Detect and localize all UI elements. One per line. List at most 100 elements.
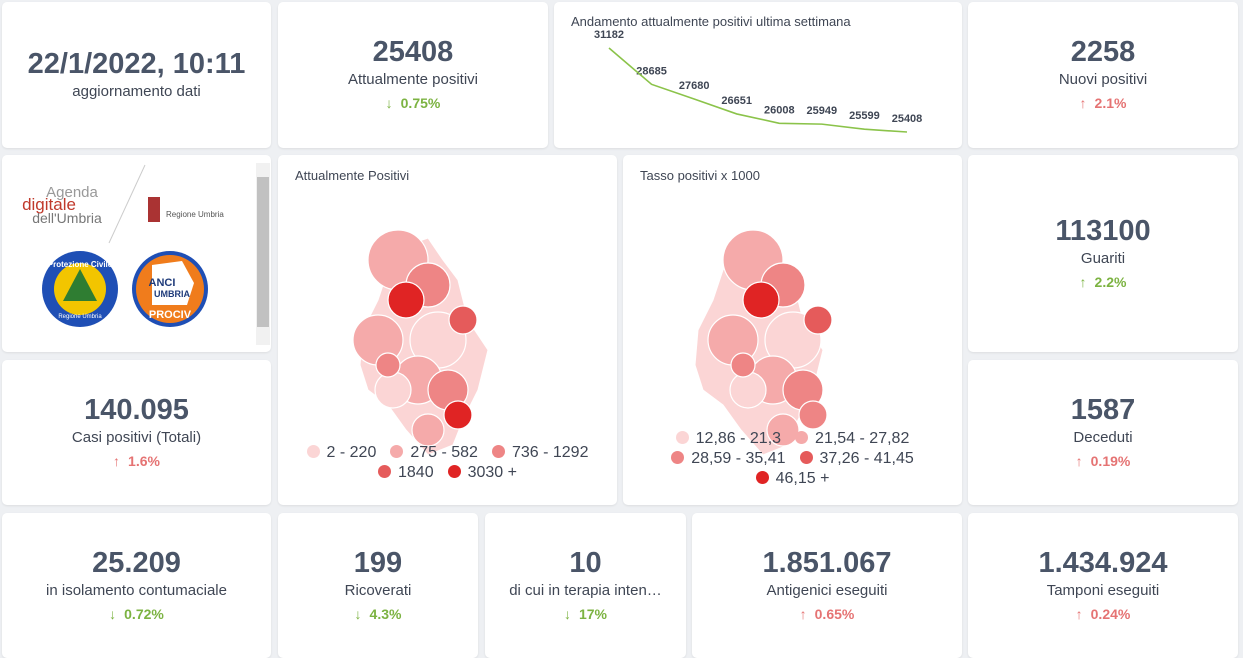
legend-swatch	[306, 445, 320, 458]
trend-arrow: ↑	[1079, 95, 1087, 111]
stat-change: ↑ 2.2%	[1080, 270, 1127, 294]
region	[411, 413, 445, 447]
legend-item: 2 - 220	[306, 444, 376, 462]
trend-card: Andamento attualmente positivi ultima se…	[554, 2, 962, 148]
stat-value: 25.209	[92, 546, 181, 579]
stat-card: 1.851.067 Antigenici eseguiti ↑ 0.65%	[692, 513, 962, 658]
stat-value: 140.095	[84, 393, 189, 426]
legend-item: 46,15 +	[755, 470, 830, 488]
stat-value: 1587	[1070, 393, 1136, 426]
stat-change: ↑ 0.65%	[800, 602, 855, 626]
map-regions	[694, 229, 833, 456]
legend-swatch	[795, 431, 809, 444]
stat-label: in isolamento contumaciale	[46, 581, 227, 599]
stat-value: 1.851.067	[762, 546, 892, 579]
data-label: 31182	[594, 29, 624, 41]
stat-change: ↑ 0.19%	[1076, 449, 1131, 473]
stat-label: Attualmente positivi	[347, 71, 479, 88]
legend-label: 1840	[398, 464, 434, 481]
stat-label: Antigenici eseguiti	[766, 581, 888, 599]
scroll-thumb[interactable]	[257, 177, 269, 327]
divider	[108, 164, 146, 244]
change-value: 2.2%	[1094, 273, 1127, 290]
stat-card: 1.434.924 Tamponi eseguiti ↑ 0.24%	[968, 513, 1238, 658]
logo-text: Regione Umbria	[166, 210, 224, 219]
logos: Agenda digitale dell'Umbria Regione Umbr…	[22, 163, 270, 345]
logo-text: Regione Umbria	[58, 314, 102, 320]
update-label: aggiornamento dati	[72, 83, 201, 100]
chart-title: Andamento attualmente positivi ultima se…	[571, 14, 851, 29]
stat-change: ↓ 17%	[564, 602, 607, 626]
anci-logo	[152, 261, 194, 305]
legend-label: 28,59 - 35,41	[691, 450, 786, 467]
change-value: 0.65%	[814, 605, 855, 622]
stat-value: 113100	[1055, 214, 1151, 247]
data-label: 25599	[849, 110, 880, 122]
data-label: 28685	[636, 65, 667, 77]
data-label: 26008	[764, 104, 795, 116]
stat-value: 10	[569, 546, 602, 579]
legend-item: 28,59 - 35,41	[671, 450, 786, 468]
region	[374, 371, 412, 409]
region	[448, 305, 478, 335]
stat-value: 2258	[1070, 36, 1136, 68]
update-value: 22/1/2022, 10:11	[27, 48, 246, 80]
legend-swatch	[491, 445, 505, 458]
protezione-logo	[63, 269, 97, 301]
legend-swatch	[671, 451, 685, 464]
region	[803, 305, 833, 335]
logo-text: UMBRIA	[154, 289, 190, 299]
region	[798, 400, 828, 430]
region	[729, 371, 767, 409]
data-label: 25408	[892, 113, 923, 125]
legend-label: 736 - 1292	[511, 444, 589, 461]
map	[694, 229, 833, 456]
region	[766, 413, 800, 447]
legend-label: 46,15 +	[775, 470, 830, 487]
trend-arrow: ↑	[1079, 273, 1087, 290]
legend-swatch	[378, 465, 391, 478]
logo-text: dell'Umbria	[32, 210, 102, 226]
stat-card: 1587 Deceduti ↑ 0.19%	[968, 360, 1238, 505]
region	[387, 281, 425, 319]
legend-swatch	[390, 445, 404, 458]
stat-change: ↑ 2.1%	[1080, 91, 1127, 115]
map-legend: 2 - 220 275 - 582 736 - 1292 1840 3030 +	[278, 444, 617, 482]
stat-change: ↓ 0.72%	[109, 602, 164, 626]
data-label: 27680	[679, 80, 710, 92]
stat-card: 25.209 in isolamento contumaciale ↓ 0.72%	[2, 513, 271, 658]
stat-card: 2258 Nuovi positivi ↑ 2.1%	[968, 2, 1238, 148]
trend-arrow: ↑	[1075, 605, 1083, 622]
map-card: Attualmente Positivi 2 - 220 275 - 582 736 …	[278, 155, 617, 505]
legend-label: 21,54 - 27,82	[815, 430, 910, 447]
logo-text: digitale	[22, 195, 76, 214]
legend-item: 736 - 1292	[491, 444, 589, 462]
legend-item: 37,26 - 41,45	[799, 450, 914, 468]
stat-card: 25408 Attualmente positivi ↓ 0.75%	[278, 2, 548, 148]
region	[443, 400, 473, 430]
trend-arrow: ↑	[799, 605, 807, 622]
stat-change: ↓ 0.75%	[386, 91, 441, 115]
map-regions	[352, 229, 489, 456]
legend-label: 37,26 - 41,45	[819, 450, 914, 467]
stat-label: Casi positivi (Totali)	[71, 428, 202, 446]
legend-swatch	[799, 451, 813, 464]
trend-arrow: ↑	[1075, 452, 1083, 469]
stat-change: ↑ 0.24%	[1076, 602, 1131, 626]
logo-text: ANCI	[149, 277, 176, 289]
region	[742, 281, 780, 319]
stat-change: ↑ 1.6%	[113, 449, 160, 473]
stat-card: 140.095 Casi positivi (Totali) ↑ 1.6%	[2, 360, 271, 505]
legend-item: 3030 +	[447, 464, 517, 482]
stat-value: 1.434.924	[1038, 546, 1168, 579]
update-card: 22/1/2022, 10:11 aggiornamento dati	[2, 2, 271, 148]
logos-card: Agenda digitale dell'Umbria Regione Umbr…	[2, 155, 271, 352]
stat-card: 10 di cui in terapia inten… ↓ 17%	[485, 513, 686, 658]
legend-item: 21,54 - 27,82	[795, 430, 909, 448]
logo-text: Protezione Civile	[48, 260, 113, 269]
trend-arrow: ↓	[385, 95, 393, 111]
logo-text: Agenda	[46, 184, 98, 201]
legend-label: 275 - 582	[410, 444, 478, 461]
trend-arrow: ↓	[563, 605, 571, 622]
